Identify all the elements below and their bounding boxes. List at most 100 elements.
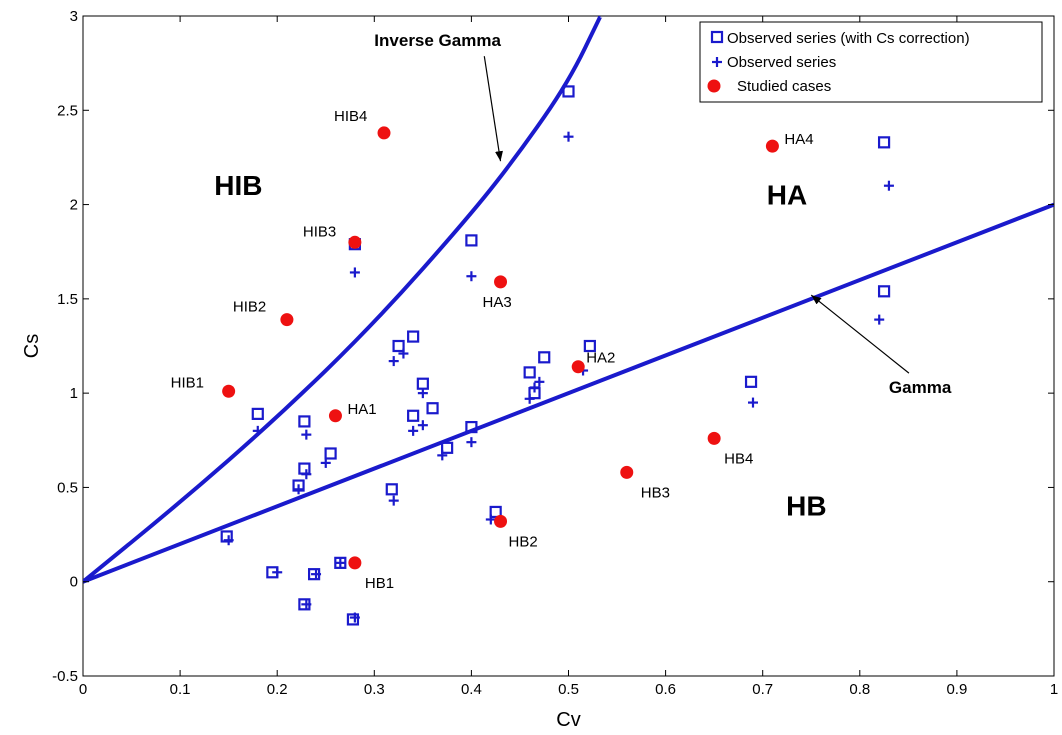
observed-point xyxy=(388,495,399,506)
legend-dot-marker xyxy=(707,79,721,93)
observed-point xyxy=(335,557,346,568)
y-tick-label: 3 xyxy=(70,8,78,25)
observed-point xyxy=(398,348,409,359)
observed-point xyxy=(883,180,894,191)
annotation-arrow xyxy=(483,56,503,162)
observed-point xyxy=(874,314,885,325)
curve-annotation-label: Gamma xyxy=(889,378,952,397)
studied-case-label: HB2 xyxy=(509,533,538,550)
curve-annotation-label: Inverse Gamma xyxy=(374,31,501,50)
observed-point xyxy=(272,567,283,578)
observed-corrected-point xyxy=(426,402,439,415)
observed-corrected-point xyxy=(385,483,398,496)
x-tick-label: 0 xyxy=(79,681,87,698)
observed-corrected-point xyxy=(523,366,536,379)
observed-corrected-point xyxy=(465,234,478,247)
studied-case-label: HIB3 xyxy=(303,223,336,240)
observed-corrected-point xyxy=(251,407,264,420)
observed-point xyxy=(529,382,540,393)
studied-case-label: HA1 xyxy=(347,401,376,418)
x-tick-label: 0.6 xyxy=(655,681,676,698)
observed-corrected-point xyxy=(465,420,478,434)
observed-point xyxy=(466,271,477,282)
x-tick-label: 0.1 xyxy=(170,681,191,698)
observed-point xyxy=(417,388,428,399)
gamma-curve xyxy=(83,202,1054,584)
observed-corrected-point xyxy=(298,462,311,475)
studied-case-point xyxy=(765,139,779,153)
studied-case-point xyxy=(620,465,634,479)
studied-case-label: HIB1 xyxy=(171,374,204,391)
y-tick-label: 1.5 xyxy=(57,291,78,308)
observed-corrected-point xyxy=(298,415,311,428)
observed-corrected-point xyxy=(489,505,502,519)
studied-case-label: HA3 xyxy=(483,294,512,311)
observed-corrected-point xyxy=(407,409,420,422)
x-tick-label: 0.5 xyxy=(558,681,579,698)
observed-corrected-point xyxy=(324,447,337,460)
legend-label-corrected: Observed series (with Cs correction) xyxy=(727,30,970,47)
plot-border xyxy=(82,15,1055,677)
observed-corrected-point xyxy=(392,339,405,353)
legend-square-marker xyxy=(710,30,724,44)
region-label: HA xyxy=(767,180,807,211)
studied-case-label: HIB4 xyxy=(334,108,367,125)
observed-corrected-point xyxy=(877,285,891,298)
annotations-layer: HIB HA HB Inverse Gamma Gamma xyxy=(214,31,952,522)
x-tick-label: 0.8 xyxy=(849,681,870,698)
region-label: HIB xyxy=(214,170,262,201)
annotation-arrow xyxy=(810,294,910,374)
observed-corrected-point xyxy=(538,351,551,364)
studied-case-label: HA4 xyxy=(784,131,813,148)
studied-case-point xyxy=(377,126,391,140)
studied-case-point xyxy=(222,384,236,398)
x-tick-label: 0.2 xyxy=(267,681,288,698)
observed-corrected-point xyxy=(744,375,758,388)
observed-point xyxy=(417,420,428,431)
observed-point xyxy=(563,131,574,142)
observed-point xyxy=(466,437,477,448)
studied-case-label: HIB2 xyxy=(233,299,266,316)
observed-point xyxy=(485,514,496,525)
plot-frame xyxy=(82,15,1055,677)
observed-point xyxy=(349,612,360,623)
studied-case-label: HB1 xyxy=(365,575,394,592)
observed-corrected-point xyxy=(407,330,420,343)
observed-point xyxy=(524,393,535,404)
observed-point xyxy=(293,484,304,495)
y-tick-label: 2.5 xyxy=(57,102,78,119)
observed-point xyxy=(437,450,448,461)
studied-case-label: HB3 xyxy=(641,484,670,501)
observed-point xyxy=(311,569,322,580)
studied-case-label: HB4 xyxy=(724,450,753,467)
studied-case-point xyxy=(707,431,721,445)
legend-label-observed: Observed series xyxy=(727,54,836,71)
axes-layer: 0 0.1 0.2 0.3 0.4 0.5 0.6 0.7 0.8 0.9 1-0.500.511.… xyxy=(21,8,1058,731)
x-tick-label: 0.9 xyxy=(946,681,967,698)
region-label: HB xyxy=(786,491,826,522)
observed-point xyxy=(534,376,545,387)
x-tick-label: 0.7 xyxy=(752,681,773,698)
observed-corrected-point xyxy=(346,613,360,626)
observed-corrected-point xyxy=(877,136,891,149)
y-axis-label: Cs xyxy=(21,334,43,358)
y-tick-label: 0 xyxy=(70,574,78,591)
x-tick-label: 0.3 xyxy=(364,681,385,698)
studied-case-point xyxy=(494,514,508,528)
studied-case-point xyxy=(280,313,294,327)
observed-corrected-point xyxy=(441,441,454,454)
observed-point xyxy=(301,429,312,440)
observed-point xyxy=(408,425,419,436)
studied-case-point xyxy=(494,275,508,289)
legend: Observed series (with Cs correction) Obse… xyxy=(699,21,1043,103)
y-tick-label: 1 xyxy=(70,385,78,402)
marks-layer: HIB1 HIB2 HIB3 HIB4 HA1 HA2 HA3 HA4 HB1 HB2 HB3 HB4 xyxy=(171,85,894,626)
y-tick-label: -0.5 xyxy=(52,668,78,685)
observed-point xyxy=(252,425,263,436)
inverse-gamma-curve xyxy=(83,16,603,584)
legend-label-studied: Studied cases xyxy=(737,78,831,95)
x-tick-label: 1 xyxy=(1050,681,1058,698)
observed-point xyxy=(320,457,331,468)
observed-corrected-point xyxy=(416,377,429,390)
